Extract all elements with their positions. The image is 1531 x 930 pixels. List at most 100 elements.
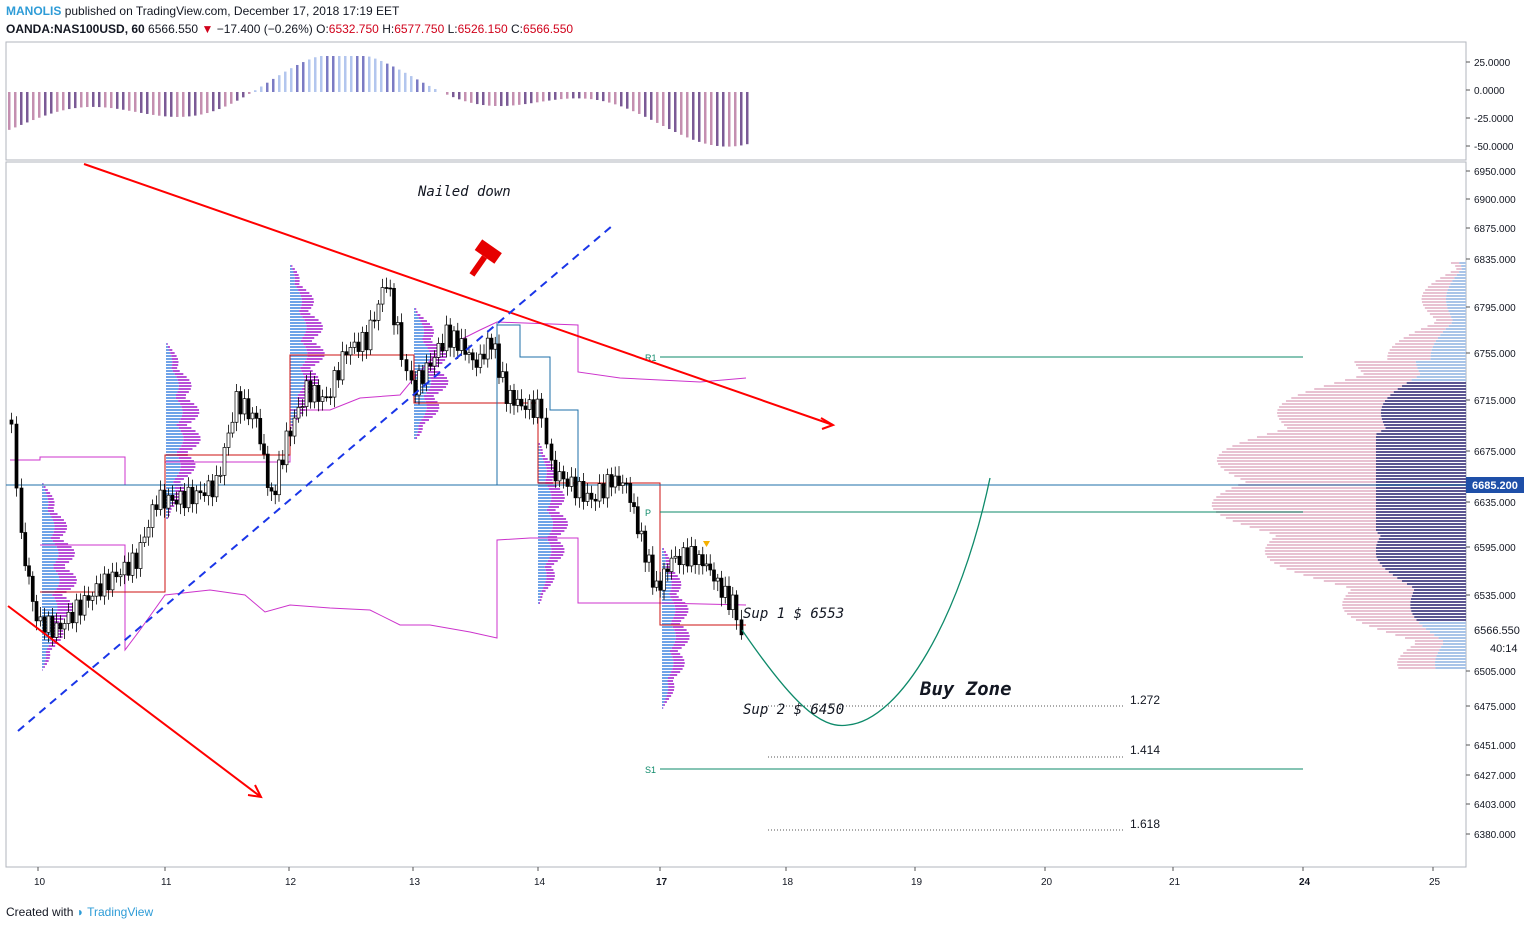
oscillator-bar — [146, 92, 149, 114]
session-row — [290, 265, 292, 267]
author-link[interactable]: MANOLIS — [6, 4, 62, 18]
session-row-b — [550, 491, 563, 493]
session-row — [662, 674, 670, 676]
time-tick-label: 21 — [1169, 877, 1181, 888]
profile-row — [1239, 442, 1376, 444]
oscillator-bar — [380, 60, 383, 92]
candle-body — [27, 565, 31, 577]
profile-row-dark — [1376, 436, 1466, 438]
session-row — [538, 527, 553, 529]
session-row — [166, 373, 175, 375]
oscillator-bar — [260, 86, 263, 92]
session-row-b — [43, 666, 45, 668]
candle-body — [388, 287, 393, 290]
session-row-b — [180, 463, 196, 465]
session-row-b — [669, 674, 678, 676]
profile-row — [1234, 475, 1376, 477]
session-row — [538, 563, 547, 565]
session-row-b — [54, 597, 67, 599]
profile-row — [1225, 517, 1376, 519]
profile-row — [1264, 550, 1376, 552]
session-row — [538, 551, 552, 553]
vwap-upper — [10, 321, 747, 486]
session-row-b — [540, 449, 543, 451]
session-row — [166, 418, 181, 420]
session-row-b — [178, 388, 191, 390]
tradingview-logo-icon[interactable]: ◗ — [76, 905, 84, 919]
profile-row-dark — [1376, 508, 1466, 510]
session-row — [538, 515, 551, 517]
candle-body — [553, 459, 558, 482]
session-row-b — [52, 519, 64, 521]
session-row-b — [428, 389, 443, 391]
session-row — [290, 394, 299, 396]
session-row — [538, 485, 548, 487]
oscillator-bar — [80, 92, 83, 108]
oscillator-bar — [500, 92, 503, 107]
candle-body — [549, 443, 554, 461]
oscillator-bar — [578, 92, 581, 99]
session-row — [414, 410, 427, 412]
profile-row — [1388, 352, 1431, 354]
session-row-b — [671, 620, 682, 622]
session-row — [414, 416, 424, 418]
session-row — [662, 641, 675, 643]
session-row-b — [58, 552, 75, 554]
candle-body — [739, 619, 744, 636]
profile-row-dark — [1376, 520, 1466, 522]
session-row-b — [296, 286, 303, 288]
profile-row-dark — [1376, 526, 1466, 528]
profile-row — [1272, 538, 1379, 540]
session-row — [166, 385, 179, 387]
pivot-p-label: P — [645, 508, 651, 518]
session-row-b — [178, 400, 191, 402]
profile-row-dark — [1440, 334, 1466, 336]
session-row-b — [546, 578, 555, 580]
candle-body — [654, 580, 659, 588]
profile-row — [1355, 619, 1417, 621]
profile-row-dark — [1376, 433, 1466, 435]
candle-body — [544, 417, 549, 445]
session-row — [42, 648, 48, 650]
symbol-label[interactable]: OANDA:NAS100USD, 60 — [6, 22, 145, 36]
session-row-b — [174, 478, 184, 480]
session-row-b — [552, 518, 567, 520]
session-row — [166, 448, 180, 450]
session-row — [662, 623, 671, 625]
time-tick-label: 10 — [34, 877, 46, 888]
tradingview-brand[interactable]: TradingView — [87, 905, 154, 919]
session-row — [166, 382, 179, 384]
fib-1272-label: 1.272 — [1130, 693, 1160, 707]
profile-row — [1269, 532, 1378, 534]
countdown-label: 40:14 — [1490, 643, 1518, 655]
profile-row-dark — [1376, 511, 1466, 513]
profile-row-dark — [1378, 538, 1466, 540]
time-tick-label: 24 — [1299, 877, 1311, 888]
session-row-b — [429, 359, 446, 361]
session-row — [662, 644, 674, 646]
session-row-b — [172, 370, 180, 372]
session-row — [538, 599, 540, 601]
profile-row-dark — [1392, 574, 1466, 576]
fib-1618-label: 1.618 — [1130, 817, 1160, 831]
oscillator-bar — [746, 92, 749, 145]
session-row — [662, 548, 663, 550]
session-row — [166, 472, 179, 474]
session-row — [290, 268, 293, 270]
session-row-b — [300, 340, 312, 342]
session-row — [414, 341, 424, 343]
session-row-b — [539, 443, 541, 445]
price-tick-label: 6715.000 — [1474, 396, 1516, 407]
session-row — [166, 406, 182, 408]
session-row — [662, 587, 672, 589]
candle-body — [230, 421, 235, 434]
session-row-b — [307, 355, 325, 357]
profile-row-dark — [1381, 415, 1466, 417]
candle-body — [102, 573, 107, 597]
session-row — [290, 379, 305, 381]
session-row-b — [176, 394, 187, 396]
candle-body — [531, 399, 536, 418]
session-row — [166, 400, 179, 402]
profile-row — [1436, 319, 1453, 321]
